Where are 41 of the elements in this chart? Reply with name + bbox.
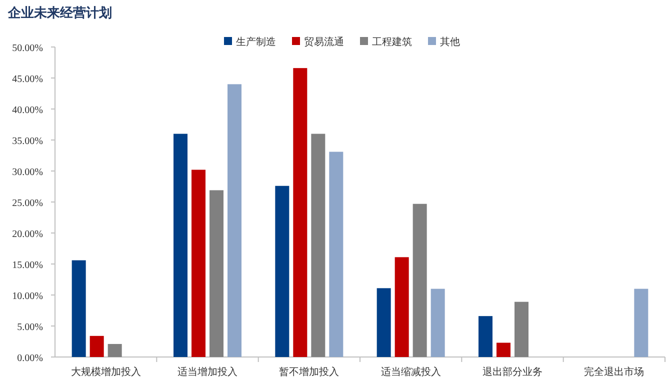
x-tick-label: 完全退出市场 xyxy=(584,366,644,378)
x-tick-label: 适当增加投入 xyxy=(178,366,238,378)
y-tick-label: 10.00% xyxy=(12,291,43,302)
bar xyxy=(72,260,86,357)
bar xyxy=(329,152,344,357)
y-tick-label: 30.00% xyxy=(12,167,43,178)
bar xyxy=(90,336,104,357)
x-tick-label: 大规模增加投入 xyxy=(70,366,141,378)
x-tick-label: 适当缩减投入 xyxy=(380,366,441,378)
legend-label: 生产制造 xyxy=(236,36,276,48)
x-tick-label: 退出部分业务 xyxy=(482,366,542,378)
bar xyxy=(634,288,648,357)
y-tick-label: 50.00% xyxy=(12,43,43,54)
bar xyxy=(108,344,122,357)
y-tick-label: 25.00% xyxy=(12,198,43,209)
bar xyxy=(311,134,326,357)
y-tick-label: 15.00% xyxy=(12,260,43,271)
legend-label: 贸易流通 xyxy=(304,36,344,48)
y-tick-label: 0.00% xyxy=(17,353,43,364)
bar xyxy=(394,257,409,357)
bar xyxy=(376,288,391,357)
bar xyxy=(210,190,224,357)
bar xyxy=(430,288,445,357)
chart-title: 企业未来经营计划 xyxy=(7,5,112,20)
x-tick-label: 暂不增加投入 xyxy=(279,366,340,378)
bar xyxy=(192,170,206,357)
y-tick-label: 40.00% xyxy=(12,105,43,116)
y-tick-label: 45.00% xyxy=(12,74,43,85)
bar xyxy=(174,134,188,357)
bar xyxy=(293,68,308,357)
legend-label: 工程建筑 xyxy=(372,36,412,48)
bar xyxy=(496,342,510,357)
y-tick-label: 20.00% xyxy=(12,229,43,240)
bar xyxy=(228,84,242,357)
y-tick-label: 5.00% xyxy=(17,322,43,333)
y-tick-label: 35.00% xyxy=(12,136,43,147)
bar xyxy=(275,186,290,357)
bar xyxy=(412,204,427,357)
legend-label: 其他 xyxy=(440,36,460,48)
bar xyxy=(514,302,528,357)
bar xyxy=(478,316,492,357)
